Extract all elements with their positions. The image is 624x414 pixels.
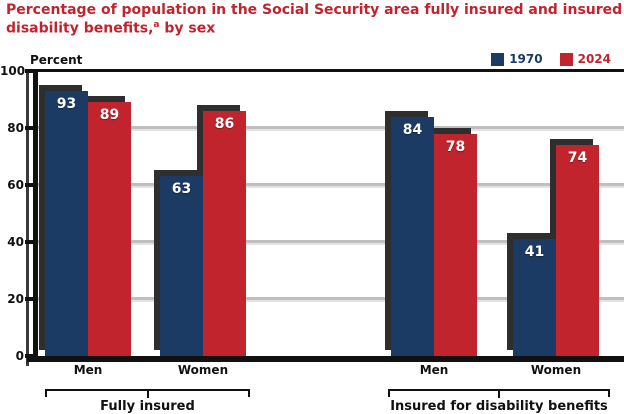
bar-value-label: 63 xyxy=(171,181,192,198)
bar-1970-women-group2 xyxy=(513,239,556,356)
bar-value-label: 41 xyxy=(524,244,545,261)
y-axis-line xyxy=(33,69,38,362)
y-axis-label: Percent xyxy=(30,53,83,67)
y-axis-shadow xyxy=(26,72,29,366)
group-bracket-tick xyxy=(45,389,47,397)
bar-2024-men-group1 xyxy=(88,102,131,356)
bar-1970-men-group1 xyxy=(45,90,88,356)
y-tick-label-40: 40 xyxy=(7,235,24,249)
bar-1970-men-group2 xyxy=(391,116,434,356)
bar-value-label: 78 xyxy=(445,138,466,155)
chart-title: Percentage of population in the Social S… xyxy=(6,3,624,37)
legend-swatch-2024-icon xyxy=(559,52,573,66)
y-tick-mark-80 xyxy=(25,126,38,130)
bar-value-label: 89 xyxy=(99,107,120,124)
y-tick-label-80: 80 xyxy=(7,121,24,135)
category-label-women: Women xyxy=(177,363,229,377)
bar-value-label: 93 xyxy=(56,95,77,112)
y-tick-mark-100 xyxy=(25,69,38,73)
y-tick-label-0: 0 xyxy=(15,349,24,363)
bar-value-label: 74 xyxy=(567,150,588,167)
chart-title-line1: Percentage of population in the Social S… xyxy=(6,3,624,18)
group-bracket-tick xyxy=(388,389,390,397)
chart-title-line2: disability benefits,a by sex xyxy=(6,18,624,37)
category-label-men: Men xyxy=(73,363,103,377)
y-tick-label-60: 60 xyxy=(7,178,24,192)
legend-label-2024: 2024 xyxy=(577,52,611,66)
bar-1970-women-group1 xyxy=(160,176,203,356)
plot-top-border xyxy=(27,69,624,72)
legend-item-2024: 2024 xyxy=(559,52,611,66)
bar-2024-women-group1 xyxy=(203,110,246,356)
legend-label-1970: 1970 xyxy=(509,52,543,66)
gridline-60 xyxy=(38,183,624,188)
bar-2024-men-group2 xyxy=(434,133,477,356)
gridline-80 xyxy=(38,126,624,131)
footnote-marker: a xyxy=(153,20,160,30)
legend-swatch-1970-icon xyxy=(491,52,505,66)
group-bracket-tick xyxy=(608,389,610,397)
chart-title-line2-tail: by sex xyxy=(159,20,216,37)
group-bracket-stem xyxy=(146,389,149,398)
group-label: Insured for disability benefits xyxy=(390,399,608,414)
chart-title-line2-text: disability benefits, xyxy=(6,20,154,37)
group-bracket-tick xyxy=(248,389,250,397)
y-tick-label-20: 20 xyxy=(7,292,24,306)
bar-value-label: 84 xyxy=(402,121,423,138)
bar-2024-women-group2 xyxy=(556,145,599,356)
y-tick-mark-60 xyxy=(25,183,38,187)
y-tick-mark-40 xyxy=(25,240,38,244)
legend-item-1970: 1970 xyxy=(491,52,543,66)
y-tick-mark-0 xyxy=(25,354,38,358)
x-axis-baseline xyxy=(27,356,624,362)
gridline-40 xyxy=(38,240,624,245)
group-label: Fully insured xyxy=(100,399,195,414)
category-label-men: Men xyxy=(419,363,449,377)
category-label-women: Women xyxy=(530,363,582,377)
gridline-20 xyxy=(38,297,624,302)
y-tick-label-100: 100 xyxy=(0,64,26,78)
y-tick-mark-20 xyxy=(25,297,38,301)
group-bracket-stem xyxy=(498,389,500,398)
legend: 1970 2024 xyxy=(491,52,611,66)
bar-value-label: 86 xyxy=(214,115,235,132)
